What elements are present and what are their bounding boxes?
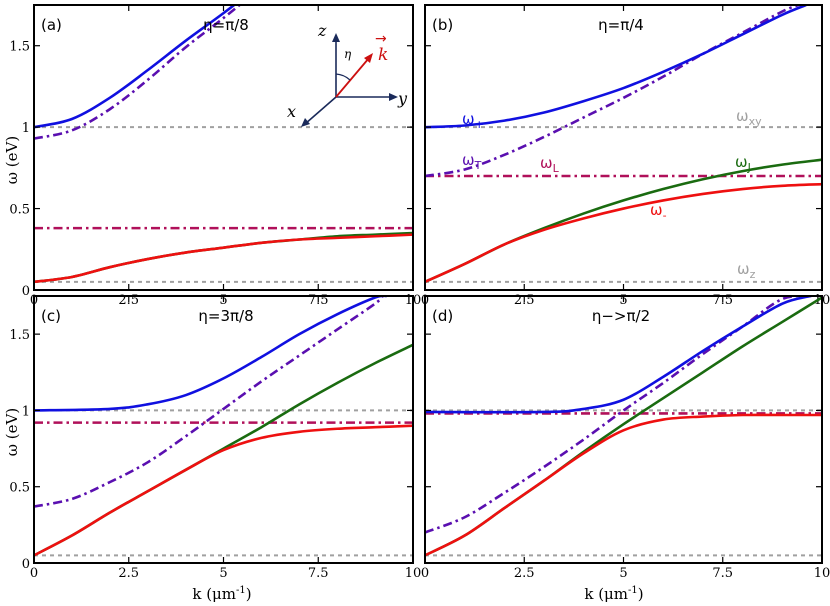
series-omega-minus	[34, 233, 413, 284]
inset-k-label: k	[378, 45, 388, 65]
series-omega-T	[34, 296, 384, 508]
series-omega-plus	[34, 5, 237, 129]
label-omega-z: ωz	[737, 260, 756, 281]
x-tick-label: 7.5	[712, 566, 733, 581]
x-axis-label-close: )	[638, 585, 644, 603]
y-tick-label: 1	[22, 404, 30, 419]
inset-y-arrowhead	[389, 93, 398, 101]
series-omega-plus	[425, 296, 811, 414]
y-tick-label: 0.5	[9, 481, 30, 496]
series-omega-plus	[34, 296, 387, 412]
curve-labels: ω+ ωT ωL ωJ ω- ωxy ωz	[462, 107, 762, 281]
x-axis-label-text: k (μm	[584, 585, 628, 603]
panels: 02.557.51000.511.5(a)η=π/802.557.510(b)η…	[9, 4, 830, 581]
label-omega-plus: ω+	[462, 110, 484, 131]
inset-x-axis	[304, 96, 337, 125]
plot-area	[425, 5, 822, 284]
panel-label: (b)	[432, 16, 453, 34]
y-axis-label-bottom: ω (eV)	[3, 408, 21, 456]
inset-y-label: y	[397, 89, 408, 108]
y-tick-label: 0	[22, 557, 30, 572]
panel-label: (d)	[432, 307, 453, 325]
inset-k-arrowhead	[364, 53, 373, 63]
panel-title: η=π/8	[203, 16, 249, 34]
x-tick-label: 7.5	[308, 566, 329, 581]
inset-eta-arc	[335, 73, 351, 81]
y-tick-label: 0	[22, 284, 30, 299]
label-omega-J: ωJ	[735, 153, 751, 174]
coordinate-inset: z y x η k →	[287, 21, 408, 127]
inset-x-arrowhead	[301, 118, 310, 127]
x-tick-label: 2.5	[118, 566, 139, 581]
series-omega-minus	[425, 182, 822, 284]
x-axis-label-close: )	[246, 585, 252, 603]
chart-panel-d: 0 2.5 5 7.5 10 (d) η−>π/2	[421, 295, 830, 581]
series-omega-J	[34, 231, 413, 284]
series-omega-J	[425, 296, 822, 557]
label-omega-minus: ω-	[650, 201, 667, 222]
inset-eta-label: η	[344, 47, 352, 61]
chart-panel-c: 0 2.5 5 7.5 10 0 0.5 1 1.5 (c) η=3π/8	[9, 295, 422, 581]
plot-frame	[424, 4, 823, 291]
series-omega-minus	[34, 424, 413, 557]
inset-z-label: z	[317, 21, 327, 40]
y-tick-label: 1.5	[9, 40, 30, 55]
x-tick-label: 0	[421, 566, 429, 581]
x-tick-label: 10	[814, 566, 830, 581]
label-omega-T: ωT	[462, 151, 482, 172]
x-axis-label-text: k (μm	[192, 585, 236, 603]
series-omega-plus	[425, 5, 807, 129]
y-axis-label-top: ω (eV)	[3, 136, 21, 184]
series-omega-T	[425, 296, 815, 534]
series-omega-T	[425, 5, 799, 178]
series-omega-J	[425, 158, 822, 284]
plot-area	[34, 296, 413, 557]
panel-title: η=3π/8	[198, 307, 253, 325]
series-omega-minus	[425, 413, 822, 557]
inset-z-arrowhead	[332, 33, 340, 42]
x-tick-label: 5	[619, 566, 627, 581]
panel-label: (c)	[41, 307, 61, 325]
x-axis-label-exp: -1	[628, 585, 638, 596]
series-omega-T	[34, 5, 242, 140]
x-axis-label-exp: -1	[236, 585, 246, 596]
x-tick-label: 5	[219, 566, 227, 581]
label-omega-xy: ωxy	[736, 107, 762, 128]
y-tick-label: 1.5	[9, 328, 30, 343]
plot-area	[425, 296, 822, 557]
x-tick-label: 10	[405, 566, 422, 581]
panel-label: (a)	[41, 16, 62, 34]
inset-k-arrow-label: →	[375, 31, 387, 47]
label-omega-L: ωL	[540, 154, 560, 175]
panel-title: η=π/4	[598, 16, 644, 34]
plot-area	[34, 5, 413, 284]
y-tick-label: 0.5	[9, 203, 30, 218]
x-axis-label-right: k (μm-1)	[584, 585, 643, 603]
inset-k-vector	[335, 57, 370, 98]
inset-x-label: x	[287, 102, 296, 121]
chart-panel-b: 02.557.510(b)η=π/4	[421, 4, 830, 308]
y-tick-label: 1	[22, 121, 30, 136]
panel-title: η−>π/2	[592, 307, 650, 325]
x-tick-label: 2.5	[514, 566, 535, 581]
x-tick-label: 0	[30, 566, 38, 581]
x-axis-label-left: k (μm-1)	[192, 585, 251, 603]
